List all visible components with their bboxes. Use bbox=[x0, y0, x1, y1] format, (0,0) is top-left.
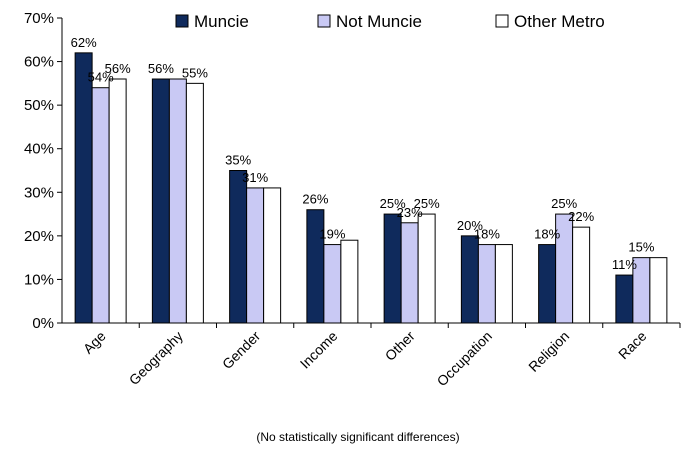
category-label: Income bbox=[297, 328, 341, 372]
bar-other-metro-gender bbox=[263, 187, 282, 324]
legend: Muncie Not Muncie Other Metro bbox=[175, 12, 605, 31]
data-labels: 62%54%56% 56% 55%35%31%26%19%25%23%25%20%1… bbox=[71, 35, 655, 272]
category-label: Religion bbox=[525, 328, 572, 375]
y-axis-ticks: 0% 10% 20% 30% 40% 50% 60% 70% bbox=[24, 10, 62, 332]
data-label: 19% bbox=[319, 227, 345, 242]
data-label: 56% bbox=[105, 61, 131, 76]
bar-muncie-occupation bbox=[460, 235, 479, 324]
category-label: Gender bbox=[219, 328, 264, 373]
y-tick-label: 60% bbox=[24, 54, 54, 71]
y-tick-label: 20% bbox=[24, 228, 54, 245]
bars bbox=[74, 52, 668, 324]
data-label: 25% bbox=[380, 196, 406, 211]
bar-other-metro-occupation bbox=[494, 244, 513, 324]
category-label: Occupation bbox=[434, 328, 495, 389]
data-label: 62% bbox=[71, 35, 97, 50]
bar-other-metro-other bbox=[417, 213, 436, 324]
data-label: 25% bbox=[551, 196, 577, 211]
bar-muncie-age bbox=[74, 52, 93, 324]
category-labels: Age Geography Gender Income Other Occupation R… bbox=[80, 323, 681, 389]
category-label: Other bbox=[382, 328, 418, 364]
bar-not-muncie-occupation bbox=[477, 244, 496, 324]
bar-other-metro-income bbox=[340, 239, 359, 324]
data-label: 55% bbox=[182, 65, 208, 80]
y-tick-label: 40% bbox=[24, 141, 54, 158]
bar-other-metro-religion bbox=[572, 226, 591, 324]
category-label: Race bbox=[615, 328, 650, 363]
chart-note: (No statistically significant difference… bbox=[256, 430, 459, 444]
data-label: 18% bbox=[474, 227, 500, 242]
bar-other-metro-geography bbox=[185, 82, 204, 324]
bar-muncie-gender bbox=[229, 170, 248, 324]
data-label: 56% bbox=[148, 61, 174, 76]
bar-not-muncie-gender bbox=[246, 187, 265, 324]
bar-other-metro-age bbox=[108, 78, 127, 324]
bar-not-muncie-age bbox=[91, 87, 110, 324]
bar-muncie-other bbox=[383, 213, 402, 324]
legend-label: Muncie bbox=[194, 12, 249, 31]
data-label: 20% bbox=[457, 218, 483, 233]
bar-muncie-religion bbox=[538, 244, 557, 324]
y-tick-label: 0% bbox=[32, 315, 54, 332]
bar-not-muncie-geography bbox=[168, 78, 187, 324]
y-tick-label: 10% bbox=[24, 271, 54, 288]
data-label: 22% bbox=[568, 209, 594, 224]
legend-swatch bbox=[495, 14, 509, 28]
bar-muncie-geography bbox=[151, 78, 170, 324]
bar-not-muncie-income bbox=[323, 244, 342, 324]
legend-swatch bbox=[175, 14, 189, 28]
legend-label: Other Metro bbox=[514, 12, 605, 31]
y-tick-label: 70% bbox=[24, 10, 54, 27]
bar-not-muncie-other bbox=[400, 222, 419, 324]
bar-muncie-race bbox=[615, 274, 634, 324]
data-label: 54% bbox=[88, 70, 114, 85]
data-label: 15% bbox=[628, 240, 654, 255]
legend-swatch bbox=[317, 14, 331, 28]
data-label: 18% bbox=[534, 227, 560, 242]
category-label: Age bbox=[80, 328, 109, 357]
category-label: Geography bbox=[126, 328, 186, 388]
data-label: 25% bbox=[414, 196, 440, 211]
legend-label: Not Muncie bbox=[336, 12, 422, 31]
bar-other-metro-race bbox=[649, 257, 668, 324]
data-label: 26% bbox=[302, 192, 328, 207]
data-label: 35% bbox=[225, 153, 251, 168]
y-tick-label: 30% bbox=[24, 184, 54, 201]
data-label: 23% bbox=[397, 205, 423, 220]
data-label: 31% bbox=[242, 170, 268, 185]
y-tick-label: 50% bbox=[24, 97, 54, 114]
data-label: 11% bbox=[612, 257, 637, 272]
